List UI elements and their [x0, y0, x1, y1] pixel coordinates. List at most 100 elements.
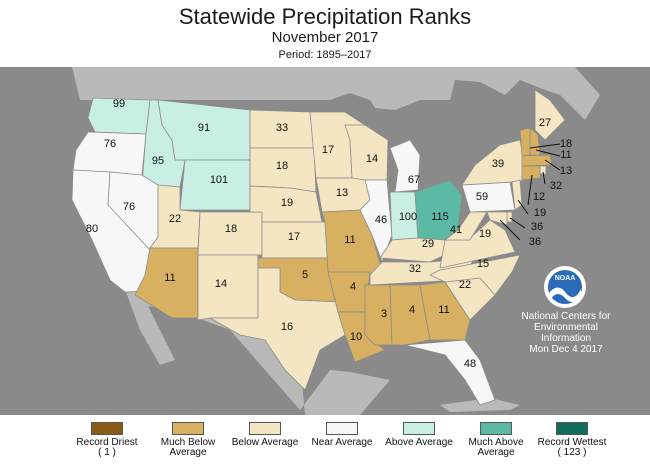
rank-label-co: 18	[225, 223, 237, 235]
legend-swatch	[249, 422, 281, 435]
legend-record-wettest: Record Wettest ( 123 )	[527, 422, 617, 458]
callout-line-nh	[535, 149, 561, 157]
mexico-landmass	[125, 290, 390, 415]
rank-label-de: 36	[531, 221, 543, 233]
rank-label-ms: 3	[381, 308, 387, 320]
state-ma	[521, 154, 553, 167]
rank-label-al: 4	[409, 304, 415, 316]
rank-label-nh: 11	[560, 149, 571, 161]
rank-label-ut: 22	[169, 213, 181, 225]
state-il	[359, 179, 393, 264]
callout-line-ma	[544, 159, 561, 171]
rank-labels: 9976809576911012211181433181917516171311…	[86, 98, 572, 370]
legend-label: Above Average	[385, 437, 453, 448]
legend-above: Above Average	[374, 422, 464, 448]
state-nc	[429, 254, 521, 296]
callout-line-nj	[517, 199, 529, 215]
rank-label-wy: 101	[210, 174, 228, 186]
credit-block: National Centers for Environmental Infor…	[506, 311, 626, 355]
precipitation-rank-map: 9976809576911012211181433181917516171311…	[0, 67, 650, 415]
legend-near: Near Average	[297, 422, 387, 448]
rank-label-id: 95	[152, 155, 164, 167]
rank-label-ct: 12	[533, 191, 545, 203]
rank-label-nv: 76	[123, 201, 135, 213]
rank-label-mn: 17	[322, 144, 334, 156]
callout-line-md	[499, 219, 521, 241]
state-al	[389, 284, 431, 346]
rank-label-ky: 29	[422, 238, 434, 250]
credit-line-2: Environmental	[534, 322, 598, 333]
state-fl	[404, 339, 496, 406]
legend-swatch	[91, 422, 123, 435]
baja-california	[126, 292, 175, 365]
legend-much-below: Much Below Average	[143, 422, 233, 458]
rank-label-sc: 22	[459, 279, 471, 291]
rank-label-sd: 18	[276, 160, 288, 172]
legend-swatch	[556, 422, 588, 435]
rank-label-ia: 13	[336, 187, 348, 199]
rank-label-or: 76	[104, 138, 116, 150]
state-me	[534, 89, 566, 141]
rank-label-fl: 48	[464, 358, 476, 370]
map-title: Statewide Precipitation Ranks	[178, 4, 472, 29]
legend-label: Record Driest	[76, 437, 138, 448]
state-de	[506, 211, 513, 223]
noaa-logo-text: NOAA	[555, 275, 576, 282]
rank-label-in: 100	[399, 211, 417, 223]
legend-below: Below Average	[220, 422, 310, 448]
legend-sub: ( 123 )	[557, 447, 587, 458]
rank-label-tx: 16	[281, 321, 293, 333]
state-ct	[521, 165, 541, 181]
state-pa	[461, 181, 516, 213]
state-nm	[197, 254, 259, 321]
rank-label-nc: 15	[477, 258, 489, 270]
rank-label-il: 46	[375, 214, 387, 226]
rank-label-wv: 41	[450, 224, 462, 236]
state-ms	[364, 284, 393, 346]
rank-label-nm: 14	[215, 278, 227, 290]
rank-label-la: 10	[350, 331, 362, 343]
rank-label-pa: 59	[476, 191, 488, 203]
state-ga	[419, 281, 471, 341]
rank-label-va: 19	[479, 228, 491, 240]
rank-label-az: 11	[164, 272, 175, 284]
noaa-logo: NOAA	[544, 266, 586, 308]
callout-line-ct	[527, 174, 533, 206]
rank-label-ny: 39	[492, 158, 504, 170]
credit-line-3: Information	[540, 333, 592, 344]
rank-label-ks: 17	[288, 231, 300, 243]
legend-swatch	[172, 422, 204, 435]
rank-label-mt: 91	[198, 122, 210, 134]
rank-label-ca: 80	[86, 223, 98, 235]
legend-label: Below Average	[231, 437, 299, 448]
small-state-callouts	[499, 143, 561, 241]
rank-label-ma: 13	[560, 165, 572, 177]
rank-label-mi: 67	[408, 174, 420, 186]
legend-swatch	[480, 422, 512, 435]
rank-label-me: 27	[539, 117, 551, 129]
rank-label-vt: 18	[560, 138, 572, 150]
map-subtitle: November 2017	[271, 29, 379, 46]
rank-label-mo: 11	[344, 234, 355, 246]
credit-date: Mon Dec 4 2017	[529, 344, 603, 355]
rank-label-wa: 99	[113, 98, 125, 110]
legend-swatch	[403, 422, 435, 435]
rank-label-wi: 14	[366, 153, 378, 165]
rank-label-ne: 19	[281, 197, 293, 209]
state-mi	[389, 139, 421, 193]
legend-record-driest: Record Driest ( 1 )	[62, 422, 152, 458]
callout-line-vt	[529, 143, 561, 149]
legend-label: Near Average	[311, 437, 373, 448]
legend-swatch	[326, 422, 358, 435]
rank-label-ok: 5	[302, 269, 308, 281]
credit-line-1: National Centers for	[521, 311, 611, 322]
legend-label: Much Below Average	[160, 437, 216, 458]
period-label: Period: 1895–2017	[278, 49, 372, 61]
rank-label-tn: 32	[409, 263, 421, 275]
rank-label-oh: 115	[431, 211, 449, 223]
rank-label-ri: 32	[550, 180, 562, 192]
state-vt	[519, 127, 531, 157]
callout-line-ri	[542, 171, 546, 185]
rank-label-ar: 4	[350, 281, 356, 293]
callout-line-de	[509, 217, 526, 229]
